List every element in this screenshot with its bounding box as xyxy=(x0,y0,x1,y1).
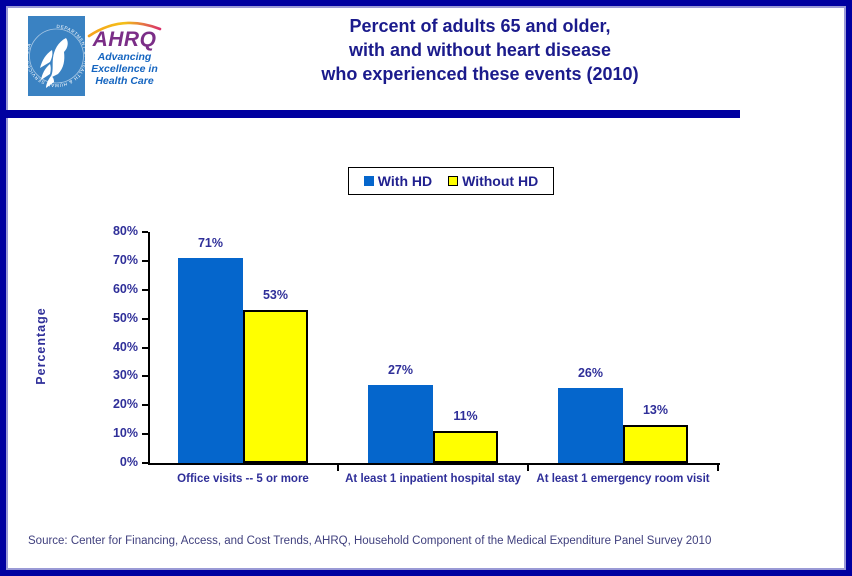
y-tick-mark xyxy=(142,433,148,436)
bar-value-label: 53% xyxy=(262,287,289,302)
legend-swatch-with-hd xyxy=(363,176,374,186)
hhs-logo: DEPARTMENT OF HEALTH & HUMAN SERVICES - … xyxy=(28,16,85,96)
y-tick-label: 20% xyxy=(112,397,138,412)
title-line-3: who experienced these events (2010) xyxy=(321,64,639,84)
x-tick-mark xyxy=(717,465,719,471)
chart-legend: With HD Without HD xyxy=(348,167,554,195)
tagline-line: Health Care xyxy=(95,75,154,87)
x-tick-mark xyxy=(527,465,529,471)
y-tick-label: 70% xyxy=(112,252,138,267)
ahrq-wordmark: AHRQ Advancing Excellence in Health Care xyxy=(85,16,164,96)
y-tick-mark xyxy=(142,404,148,407)
page-title: Percent of adults 65 and older, with and… xyxy=(160,14,800,86)
header-divider xyxy=(6,110,740,118)
legend-swatch-without-hd xyxy=(448,176,459,186)
y-tick-mark xyxy=(142,317,148,320)
tagline-line: Advancing xyxy=(97,51,152,63)
bar-value-label: 13% xyxy=(642,403,669,418)
y-tick-label: 30% xyxy=(112,368,138,383)
legend-item-with-hd: With HD xyxy=(363,173,433,189)
title-line-1: Percent of adults 65 and older, xyxy=(349,16,611,36)
source-note: Source: Center for Financing, Access, an… xyxy=(28,535,712,547)
y-tick-mark xyxy=(142,231,148,233)
y-tick-mark xyxy=(142,346,148,349)
bar-value-label: 26% xyxy=(577,365,604,380)
bar-value-label: 27% xyxy=(387,363,414,378)
bar-without-hd xyxy=(433,431,498,463)
hhs-eagle-icon: DEPARTMENT OF HEALTH & HUMAN SERVICES - … xyxy=(28,24,85,88)
ahrq-tagline: Advancing Excellence in Health Care xyxy=(85,51,164,87)
y-tick-mark xyxy=(142,259,148,262)
y-tick-label: 10% xyxy=(112,426,138,441)
ahrq-name: AHRQ xyxy=(92,28,157,51)
category-label: Office visits -- 5 or more xyxy=(177,473,309,485)
legend-label: Without HD xyxy=(462,173,539,189)
category-label: At least 1 inpatient hospital stay xyxy=(345,473,521,485)
bar-value-label: 11% xyxy=(453,409,478,424)
bar-with-hd xyxy=(368,385,433,463)
y-tick-label: 60% xyxy=(112,281,138,296)
bar-without-hd xyxy=(243,309,308,463)
tagline-line: Excellence in xyxy=(91,63,158,75)
y-tick-mark xyxy=(142,375,148,378)
plot-area xyxy=(148,232,720,465)
y-tick-mark xyxy=(142,462,148,464)
legend-label: With HD xyxy=(377,173,433,189)
title-line-2: with and without heart disease xyxy=(348,40,612,60)
bar-with-hd xyxy=(558,387,623,463)
y-tick-mark xyxy=(142,288,148,291)
y-tick-label: 0% xyxy=(119,455,138,469)
ahrq-arc-icon xyxy=(87,21,162,38)
x-tick-mark xyxy=(337,465,339,471)
y-tick-label: 40% xyxy=(112,339,138,354)
bar-without-hd xyxy=(623,425,688,463)
y-tick-label: 50% xyxy=(112,310,138,325)
ahrq-logo: DEPARTMENT OF HEALTH & HUMAN SERVICES - … xyxy=(28,16,164,96)
bar-value-label: 71% xyxy=(197,235,224,250)
legend-item-without-hd: Without HD xyxy=(448,173,538,189)
bar-with-hd xyxy=(178,257,243,463)
category-label: At least 1 emergency room visit xyxy=(536,473,710,485)
y-tick-label: 80% xyxy=(112,224,138,238)
